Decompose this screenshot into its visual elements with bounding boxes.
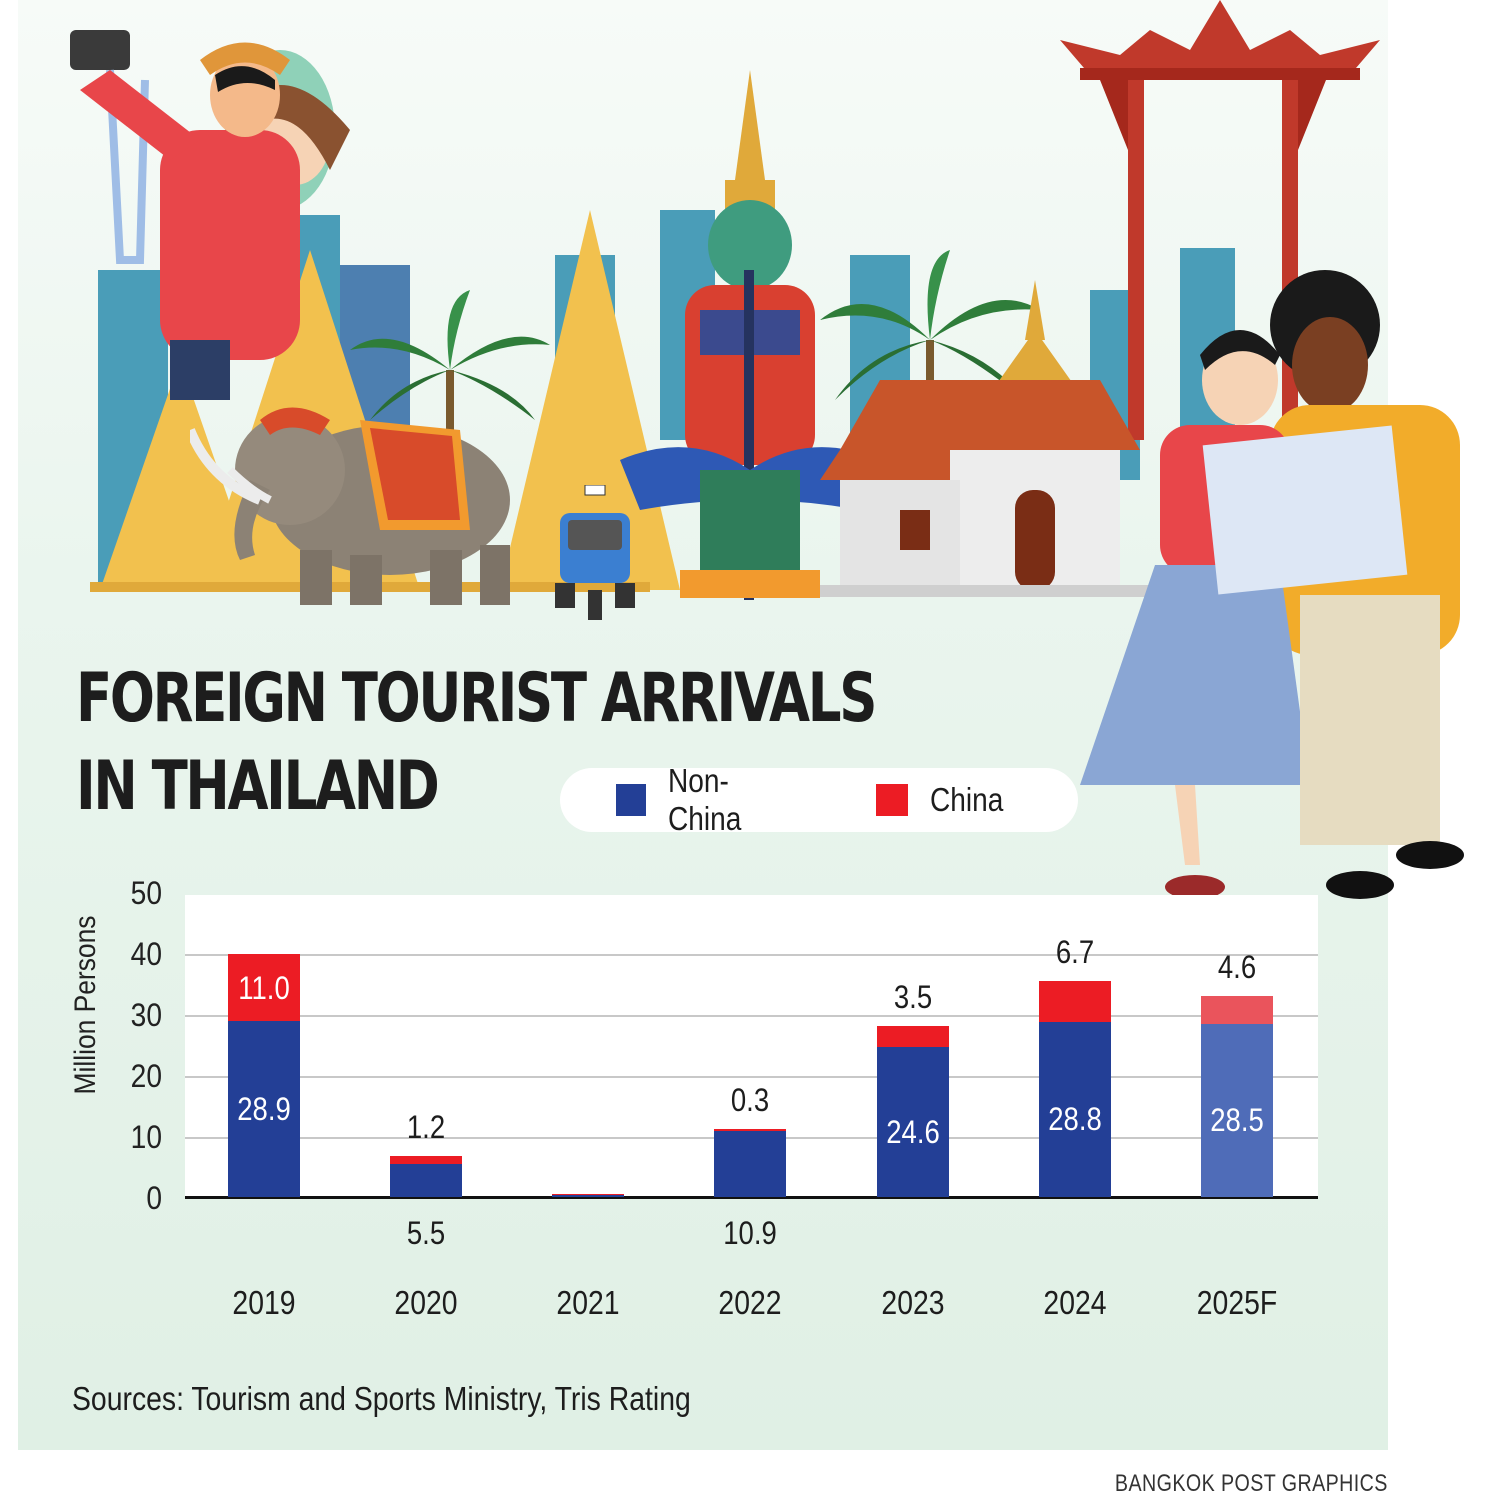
bar-non-china-2023: [877, 1047, 949, 1197]
bar-china-2021: [552, 1193, 624, 1195]
data-label-china-2019: 11.0: [238, 969, 290, 1006]
data-label-china-2025F: 4.6: [1217, 948, 1257, 985]
thai-temple-icon: [820, 280, 1150, 600]
y-tick: 10: [130, 1119, 162, 1155]
x-tick: 2020: [394, 1284, 458, 1321]
tuk-tuk-taxi-icon: [550, 484, 640, 620]
x-tick: 2025F: [1196, 1284, 1278, 1321]
bar-non-china-2022: [714, 1130, 786, 1197]
bar-non-china-2020: [390, 1163, 462, 1197]
bar-china-2022: [714, 1128, 786, 1131]
x-tick: 2021: [556, 1284, 620, 1321]
legend-label: China: [929, 781, 1004, 818]
x-tick: 2023: [881, 1284, 945, 1321]
x-axis-line: [185, 1196, 1318, 1199]
chart-title-line-2: IN THAILAND: [76, 747, 440, 826]
legend-label: Non-China: [667, 762, 741, 837]
data-label-non-china-2019: 28.9: [237, 1091, 291, 1128]
tourist-couple-selfie-icon: [50, 20, 410, 400]
bar-non-china-2025F: [1201, 1023, 1273, 1197]
data-label-china-2020: 1.2: [406, 1109, 446, 1146]
data-label-non-china-2022: 10.9: [723, 1215, 777, 1251]
bar-china-2020: [390, 1156, 462, 1164]
chart-title-line-1: FOREIGN TOURIST ARRIVALS: [76, 659, 877, 738]
x-tick: 2024: [1043, 1284, 1107, 1321]
data-label-non-china-2024: 28.8: [1048, 1101, 1102, 1138]
y-tick: 30: [130, 997, 162, 1033]
bar-non-china-2024: [1039, 1021, 1111, 1197]
y-tick: 50: [130, 875, 162, 911]
legend-item-non-china: Non-China: [616, 762, 814, 838]
tourist-couple-map-icon: [1080, 265, 1480, 915]
data-label-non-china-2020: 5.5: [406, 1215, 446, 1251]
thailand-tourism-illustration: [0, 0, 1500, 899]
graphics-credit: BANGKOK POST GRAPHICS: [1115, 1470, 1388, 1497]
bar-non-china-2021: [552, 1194, 624, 1197]
chart-title: FOREIGN TOURIST ARRIVALS IN THAILAND: [76, 655, 877, 831]
elephant-icon: [185, 380, 530, 610]
bar-china-2023: [877, 1026, 949, 1048]
gridline-40: [185, 954, 1318, 956]
data-label-china-2024: 6.7: [1055, 934, 1095, 971]
gridline-20: [185, 1076, 1318, 1078]
gridline-30: [185, 1015, 1318, 1017]
y-tick: 40: [130, 936, 162, 972]
data-label-china-2023: 3.5: [893, 979, 933, 1016]
legend-swatch-china-icon: [875, 784, 908, 816]
data-label-china-2022: 0.3: [730, 1081, 770, 1118]
y-tick: 20: [130, 1058, 162, 1094]
bar-china-2019: [228, 954, 300, 1022]
x-tick: 2022: [718, 1284, 782, 1321]
bar-china-2024: [1039, 981, 1111, 1022]
y-axis-label: Million Persons: [69, 915, 102, 1095]
data-label-non-china-2023: 24.6: [886, 1114, 940, 1151]
data-label-non-china-2025F: 28.5: [1210, 1102, 1264, 1139]
legend-swatch-non-china-icon: [616, 784, 646, 816]
chart-legend: Non-China China: [560, 762, 1078, 837]
x-tick: 2019: [232, 1284, 296, 1321]
bar-china-2025F: [1201, 995, 1273, 1024]
legend-item-china: China: [875, 781, 1016, 819]
source-note: Sources: Tourism and Sports Ministry, Tr…: [72, 1380, 691, 1417]
y-tick: 0: [146, 1180, 162, 1216]
bar-non-china-2019: [228, 1021, 300, 1197]
yaksha-guardian-statue-icon: [610, 70, 890, 600]
